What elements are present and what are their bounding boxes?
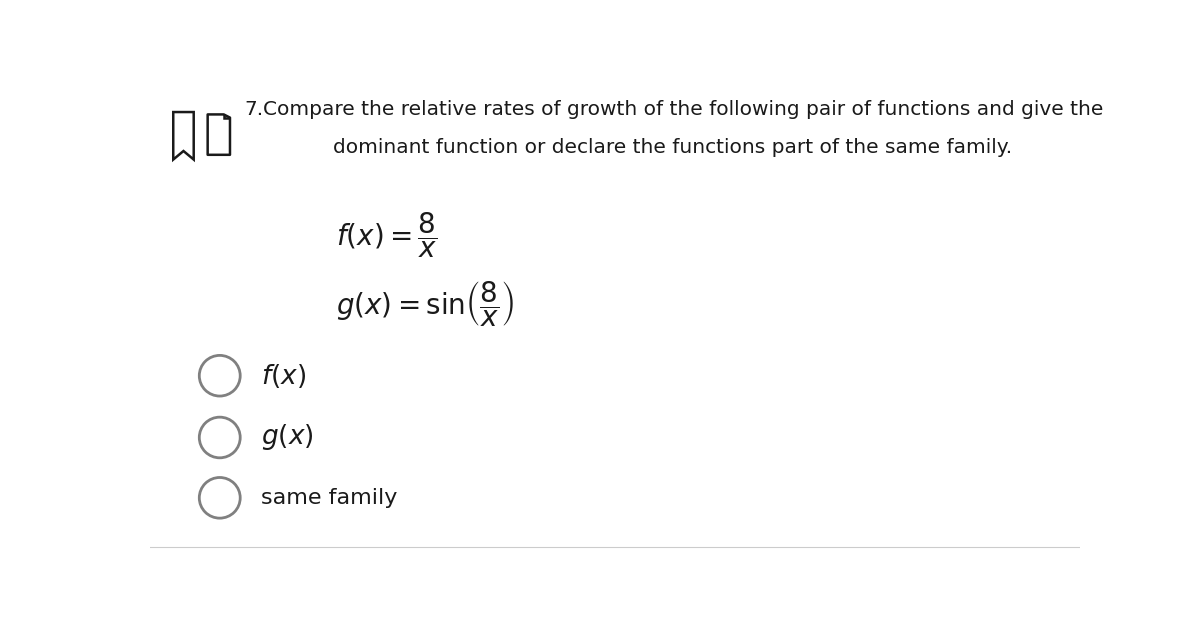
Text: $g(x) = \sin\!\left(\dfrac{8}{x}\right)$: $g(x) = \sin\!\left(\dfrac{8}{x}\right)$ [336,280,515,329]
Text: same family: same family [260,488,397,508]
Text: $f(x)$: $f(x)$ [260,362,306,390]
Text: Compare the relative rates of growth of the following pair of functions and give: Compare the relative rates of growth of … [264,100,1104,119]
Text: 7.: 7. [245,100,264,119]
Text: $g(x)$: $g(x)$ [260,423,313,452]
Text: dominant function or declare the functions part of the same family.: dominant function or declare the functio… [334,138,1013,157]
Text: $f(x) = \dfrac{8}{x}$: $f(x) = \dfrac{8}{x}$ [336,211,438,260]
